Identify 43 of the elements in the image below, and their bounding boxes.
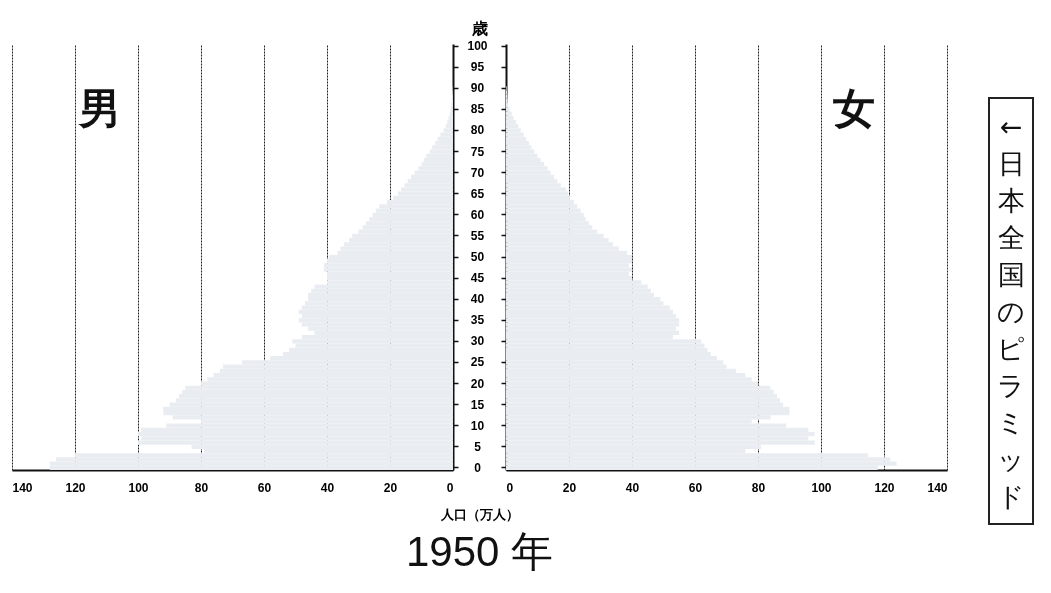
y-tick-label: 65: [470, 186, 485, 201]
y-tick-label: 85: [470, 102, 485, 117]
y-axis-title: 歳: [470, 19, 488, 37]
y-tick-label: 15: [470, 397, 485, 412]
y-tick-label: 0: [474, 460, 482, 475]
y-tick-label: 10: [470, 418, 485, 433]
y-tick-label: 90: [470, 81, 485, 96]
y-tick-label: 60: [470, 207, 485, 222]
x-tick-label: 80: [194, 480, 209, 495]
y-tick-label: 5: [474, 439, 482, 454]
x-tick-label: 40: [625, 480, 640, 495]
y-tick-label: 95: [470, 60, 485, 75]
y-tick-label: 40: [470, 292, 485, 307]
x-tick-label: 140: [927, 480, 948, 495]
y-tick-label: 100: [467, 39, 488, 54]
y-tick-label: 45: [470, 271, 485, 286]
x-tick-label: 120: [65, 480, 86, 495]
y-tick-label: 70: [470, 165, 485, 180]
x-tick-label: 0: [446, 480, 454, 495]
x-tick-label: 20: [562, 480, 577, 495]
x-tick-label: 20: [383, 480, 398, 495]
text: 1950 年: [405, 528, 554, 575]
x-tick-label: 40: [320, 480, 335, 495]
y-tick-label: 80: [470, 123, 485, 138]
x-axis-title: 人口（万人）: [439, 506, 519, 522]
y-tick-label: 30: [470, 334, 485, 349]
x-tick-label: 60: [688, 480, 703, 495]
x-tick-label: 100: [811, 480, 832, 495]
x-tick-label: 80: [751, 480, 766, 495]
y-tick-label: 20: [470, 376, 485, 391]
x-tick-label: 140: [12, 480, 33, 495]
y-tick-label: 25: [470, 355, 485, 370]
x-tick-label: 60: [257, 480, 272, 495]
y-tick-label: 35: [470, 313, 485, 328]
y-tick-label: 55: [470, 228, 485, 243]
text: ←日本全国のピラミッド: [997, 110, 1025, 512]
y-tick-label: 75: [470, 144, 485, 159]
x-tick-label: 120: [874, 480, 895, 495]
y-tick-label: 50: [470, 250, 485, 264]
x-tick-label: 100: [128, 480, 149, 495]
annotation: 女: [832, 84, 876, 133]
x-tick-label: 0: [506, 480, 514, 495]
annotation: 男: [77, 84, 122, 133]
